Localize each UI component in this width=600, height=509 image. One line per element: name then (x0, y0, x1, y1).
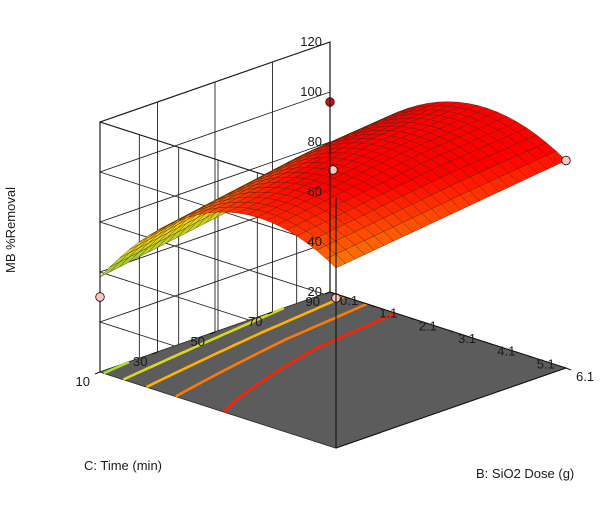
design-point (561, 155, 571, 166)
z-tick-label: 20 (308, 284, 322, 299)
z-tick-label: 80 (308, 134, 322, 149)
x-tick-label: 0.1 (340, 293, 358, 308)
frame-edge (335, 367, 567, 449)
x-tick-label: 6.1 (576, 369, 594, 384)
x-tick-mark (565, 367, 572, 371)
y-tick-mark (267, 311, 273, 315)
contour-line (223, 311, 396, 413)
x-tick-mark (487, 342, 493, 346)
y-tick-label: 30 (133, 354, 147, 369)
design-point (328, 165, 338, 175)
contour-line (103, 360, 130, 375)
contour-line (175, 302, 368, 398)
x-axis-ticks: 0.1 1.1 2.1 3.1 4.1 5.1 6.1 (329, 291, 594, 384)
y-tick-label: 90 (306, 294, 320, 309)
x-tick-label: 3.1 (458, 331, 476, 346)
y-tick-mark (324, 291, 331, 295)
y-tick-label: 10 (76, 374, 90, 389)
contour-line (122, 306, 285, 381)
x-tick-mark (447, 329, 454, 333)
z-tick-label: 100 (300, 84, 322, 99)
floor (99, 291, 567, 449)
x-tick-mark (369, 304, 375, 308)
x-axis-title: B: SiO2 Dose (g) (476, 466, 574, 481)
y-tick-mark (209, 331, 216, 335)
design-point (95, 292, 105, 302)
z-axis-ticks: 20 40 60 80 100 120 (300, 34, 322, 299)
y-tick-mark (94, 371, 101, 375)
x-tick-mark (329, 291, 336, 295)
response-surface (99, 101, 567, 278)
y-tick-mark (152, 351, 158, 355)
y-tick-label: 70 (248, 314, 262, 329)
y-axis-title: C: Time (min) (84, 458, 162, 473)
x-tick-label: 5.1 (537, 356, 555, 371)
x-tick-label: 1.1 (379, 306, 397, 321)
y-axis-ticks: 10 30 50 70 90 (76, 291, 331, 389)
y-tick-label: 50 (191, 334, 205, 349)
z-axis-title: MB %Removal (3, 187, 18, 273)
z-tick-label: 120 (300, 34, 322, 49)
x-tick-label: 2.1 (419, 318, 437, 333)
z-tick-label: 40 (308, 234, 322, 249)
contour-line (145, 295, 345, 389)
x-tick-mark (526, 354, 532, 358)
floor-plane (99, 291, 567, 449)
z-tick-label: 60 (308, 184, 322, 199)
floor-contours (103, 295, 396, 413)
x-tick-mark (408, 316, 414, 320)
x-tick-label: 4.1 (497, 344, 515, 359)
